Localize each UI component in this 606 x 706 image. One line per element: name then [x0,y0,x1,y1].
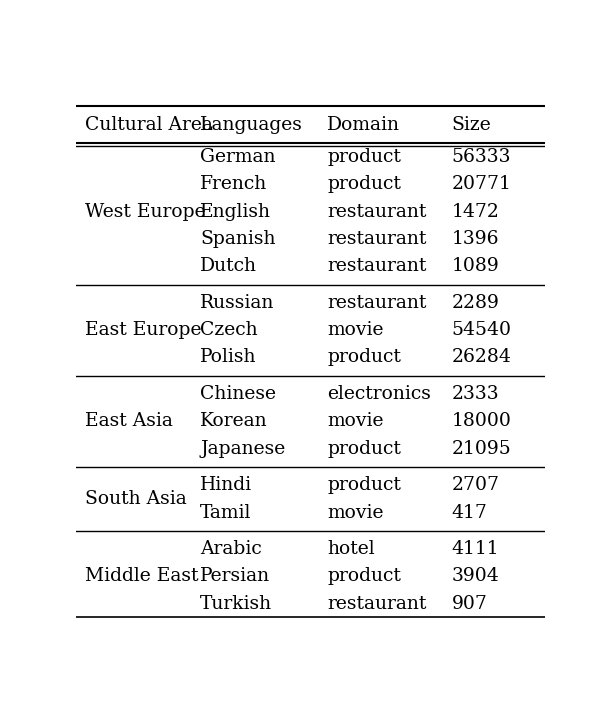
Text: East Asia: East Asia [85,412,173,431]
Text: 26284: 26284 [451,349,511,366]
Text: Tamil: Tamil [200,503,251,522]
Text: 4111: 4111 [451,540,499,558]
Text: product: product [327,349,401,366]
Text: 2289: 2289 [451,294,499,312]
Text: Korean: Korean [200,412,268,431]
Text: product: product [327,440,401,457]
Text: 20771: 20771 [451,175,511,193]
Text: movie: movie [327,412,384,431]
Text: Cultural Area: Cultural Area [85,116,213,134]
Text: electronics: electronics [327,385,431,403]
Text: 2333: 2333 [451,385,499,403]
Text: Japanese: Japanese [200,440,285,457]
Text: product: product [327,175,401,193]
Text: German: German [200,148,276,166]
Text: English: English [200,203,271,220]
Text: Domain: Domain [327,116,400,134]
Text: Persian: Persian [200,568,270,585]
Text: 1472: 1472 [451,203,499,220]
Text: restaurant: restaurant [327,294,427,312]
Text: Polish: Polish [200,349,257,366]
Text: Russian: Russian [200,294,275,312]
Text: 1396: 1396 [451,230,499,248]
Text: East Europe: East Europe [85,321,202,339]
Text: 1089: 1089 [451,257,499,275]
Text: Size: Size [451,116,491,134]
Text: product: product [327,148,401,166]
Text: restaurant: restaurant [327,257,427,275]
Text: restaurant: restaurant [327,594,427,613]
Text: Hindi: Hindi [200,477,252,494]
Text: restaurant: restaurant [327,203,427,220]
Text: South Asia: South Asia [85,490,187,508]
Text: 3904: 3904 [451,568,499,585]
Text: Arabic: Arabic [200,540,262,558]
Text: 2707: 2707 [451,477,499,494]
Text: Languages: Languages [200,116,303,134]
Text: 21095: 21095 [451,440,511,457]
Text: product: product [327,477,401,494]
Text: French: French [200,175,267,193]
Text: Chinese: Chinese [200,385,276,403]
Text: 18000: 18000 [451,412,511,431]
Text: Middle East: Middle East [85,568,199,585]
Text: West Europe: West Europe [85,203,206,220]
Text: hotel: hotel [327,540,375,558]
Text: 54540: 54540 [451,321,511,339]
Text: Turkish: Turkish [200,594,272,613]
Text: movie: movie [327,321,384,339]
Text: 417: 417 [451,503,487,522]
Text: Dutch: Dutch [200,257,257,275]
Text: Spanish: Spanish [200,230,276,248]
Text: movie: movie [327,503,384,522]
Text: product: product [327,568,401,585]
Text: 56333: 56333 [451,148,511,166]
Text: 907: 907 [451,594,487,613]
Text: restaurant: restaurant [327,230,427,248]
Text: Czech: Czech [200,321,258,339]
